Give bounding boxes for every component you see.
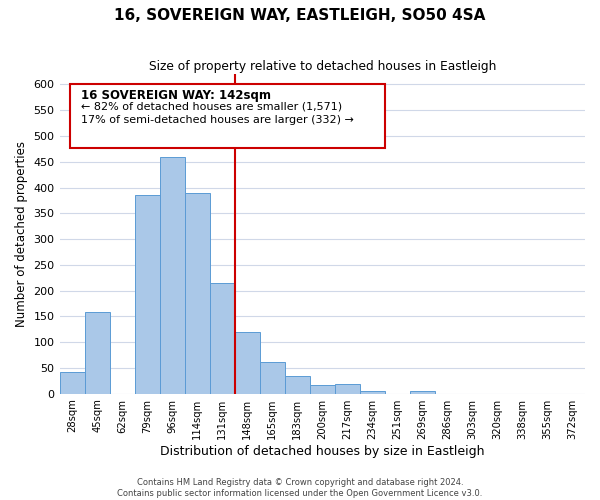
Text: 16 SOVEREIGN WAY: 142sqm: 16 SOVEREIGN WAY: 142sqm bbox=[80, 88, 271, 102]
Bar bbox=[285, 376, 310, 394]
Bar bbox=[310, 385, 335, 394]
Text: ← 82% of detached houses are smaller (1,571): ← 82% of detached houses are smaller (1,… bbox=[80, 102, 341, 112]
Bar bbox=[160, 156, 185, 394]
Bar bbox=[235, 332, 260, 394]
Bar bbox=[185, 192, 209, 394]
Bar bbox=[360, 390, 385, 394]
Bar bbox=[260, 362, 285, 394]
X-axis label: Distribution of detached houses by size in Eastleigh: Distribution of detached houses by size … bbox=[160, 444, 485, 458]
Title: Size of property relative to detached houses in Eastleigh: Size of property relative to detached ho… bbox=[149, 60, 496, 73]
Bar bbox=[209, 283, 235, 394]
Y-axis label: Number of detached properties: Number of detached properties bbox=[15, 141, 28, 327]
FancyBboxPatch shape bbox=[70, 84, 385, 148]
Bar bbox=[59, 372, 85, 394]
Text: Contains HM Land Registry data © Crown copyright and database right 2024.
Contai: Contains HM Land Registry data © Crown c… bbox=[118, 478, 482, 498]
Text: 17% of semi-detached houses are larger (332) →: 17% of semi-detached houses are larger (… bbox=[80, 115, 353, 125]
Bar bbox=[335, 384, 360, 394]
Bar bbox=[410, 391, 435, 394]
Bar bbox=[85, 312, 110, 394]
Text: 16, SOVEREIGN WAY, EASTLEIGH, SO50 4SA: 16, SOVEREIGN WAY, EASTLEIGH, SO50 4SA bbox=[115, 8, 485, 22]
Bar bbox=[134, 196, 160, 394]
